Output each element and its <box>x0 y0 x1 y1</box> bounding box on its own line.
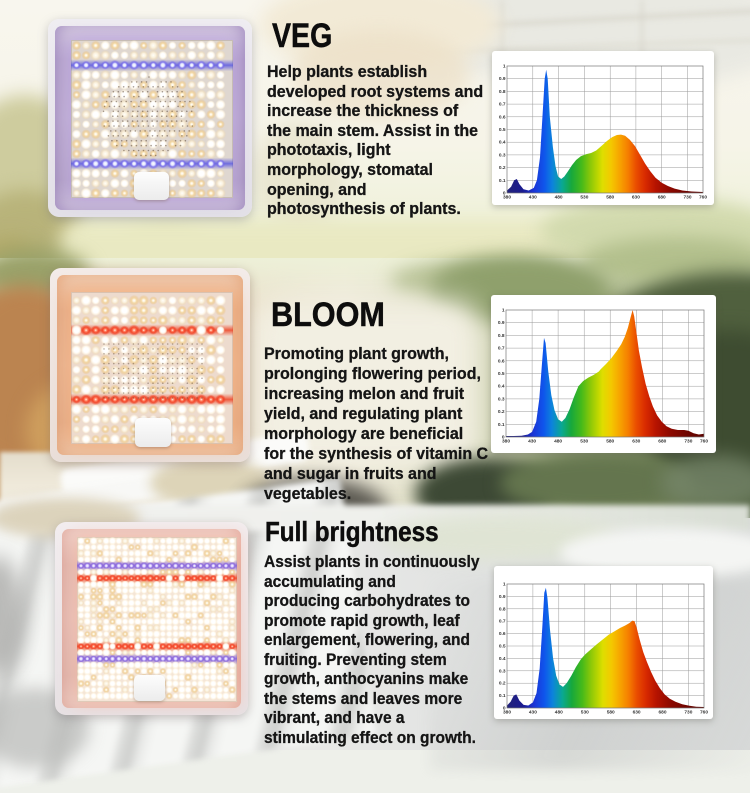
svg-text:630: 630 <box>632 195 640 201</box>
svg-text:0.3: 0.3 <box>498 396 505 402</box>
svg-text:0.3: 0.3 <box>499 668 506 674</box>
svg-text:380: 380 <box>503 195 511 201</box>
svg-text:0.9: 0.9 <box>499 594 506 600</box>
svg-text:680: 680 <box>658 195 666 201</box>
svg-text:1: 1 <box>502 308 505 314</box>
svg-text:0.2: 0.2 <box>499 681 506 687</box>
svg-text:0: 0 <box>502 435 505 441</box>
svg-text:1: 1 <box>503 582 506 588</box>
svg-text:530: 530 <box>580 439 588 445</box>
svg-text:0.5: 0.5 <box>499 127 506 133</box>
svg-text:0.2: 0.2 <box>499 165 506 171</box>
svg-text:0.1: 0.1 <box>499 693 506 699</box>
svg-text:0.6: 0.6 <box>498 358 505 364</box>
svg-text:760: 760 <box>699 195 707 201</box>
svg-text:0.1: 0.1 <box>498 422 505 428</box>
svg-text:630: 630 <box>633 710 641 716</box>
svg-text:630: 630 <box>632 439 640 445</box>
svg-text:380: 380 <box>503 710 511 716</box>
svg-text:580: 580 <box>607 710 615 716</box>
svg-text:530: 530 <box>580 195 588 201</box>
svg-text:380: 380 <box>502 439 510 445</box>
svg-text:0.1: 0.1 <box>499 178 506 184</box>
svg-text:480: 480 <box>554 439 562 445</box>
svg-text:0.5: 0.5 <box>499 644 506 650</box>
svg-text:480: 480 <box>555 710 563 716</box>
svg-text:0.4: 0.4 <box>499 140 506 146</box>
svg-text:530: 530 <box>581 710 589 716</box>
svg-text:480: 480 <box>555 195 563 201</box>
svg-text:0.6: 0.6 <box>499 631 506 637</box>
svg-text:0: 0 <box>503 706 506 712</box>
svg-text:760: 760 <box>700 710 708 716</box>
svg-text:0.8: 0.8 <box>499 89 506 95</box>
svg-text:760: 760 <box>700 439 708 445</box>
svg-text:680: 680 <box>658 439 666 445</box>
svg-text:0.8: 0.8 <box>499 606 506 612</box>
svg-text:0.4: 0.4 <box>499 656 506 662</box>
svg-text:730: 730 <box>683 195 691 201</box>
svg-text:0.7: 0.7 <box>499 619 506 625</box>
svg-text:730: 730 <box>684 710 692 716</box>
svg-text:430: 430 <box>529 195 537 201</box>
svg-text:0.6: 0.6 <box>499 114 506 120</box>
svg-text:680: 680 <box>658 710 666 716</box>
svg-text:0.2: 0.2 <box>498 409 505 415</box>
svg-text:0.4: 0.4 <box>498 384 505 390</box>
svg-text:0.9: 0.9 <box>499 76 506 82</box>
svg-text:0.9: 0.9 <box>498 320 505 326</box>
svg-text:580: 580 <box>606 195 614 201</box>
svg-text:0.8: 0.8 <box>498 333 505 339</box>
svg-text:1: 1 <box>503 64 506 70</box>
svg-text:430: 430 <box>529 710 537 716</box>
svg-text:0.7: 0.7 <box>499 102 506 108</box>
svg-text:0.3: 0.3 <box>499 152 506 158</box>
svg-text:580: 580 <box>606 439 614 445</box>
svg-text:0: 0 <box>503 191 506 197</box>
svg-text:430: 430 <box>528 439 536 445</box>
svg-text:0.7: 0.7 <box>498 346 505 352</box>
svg-text:0.5: 0.5 <box>498 371 505 377</box>
svg-text:730: 730 <box>684 439 692 445</box>
